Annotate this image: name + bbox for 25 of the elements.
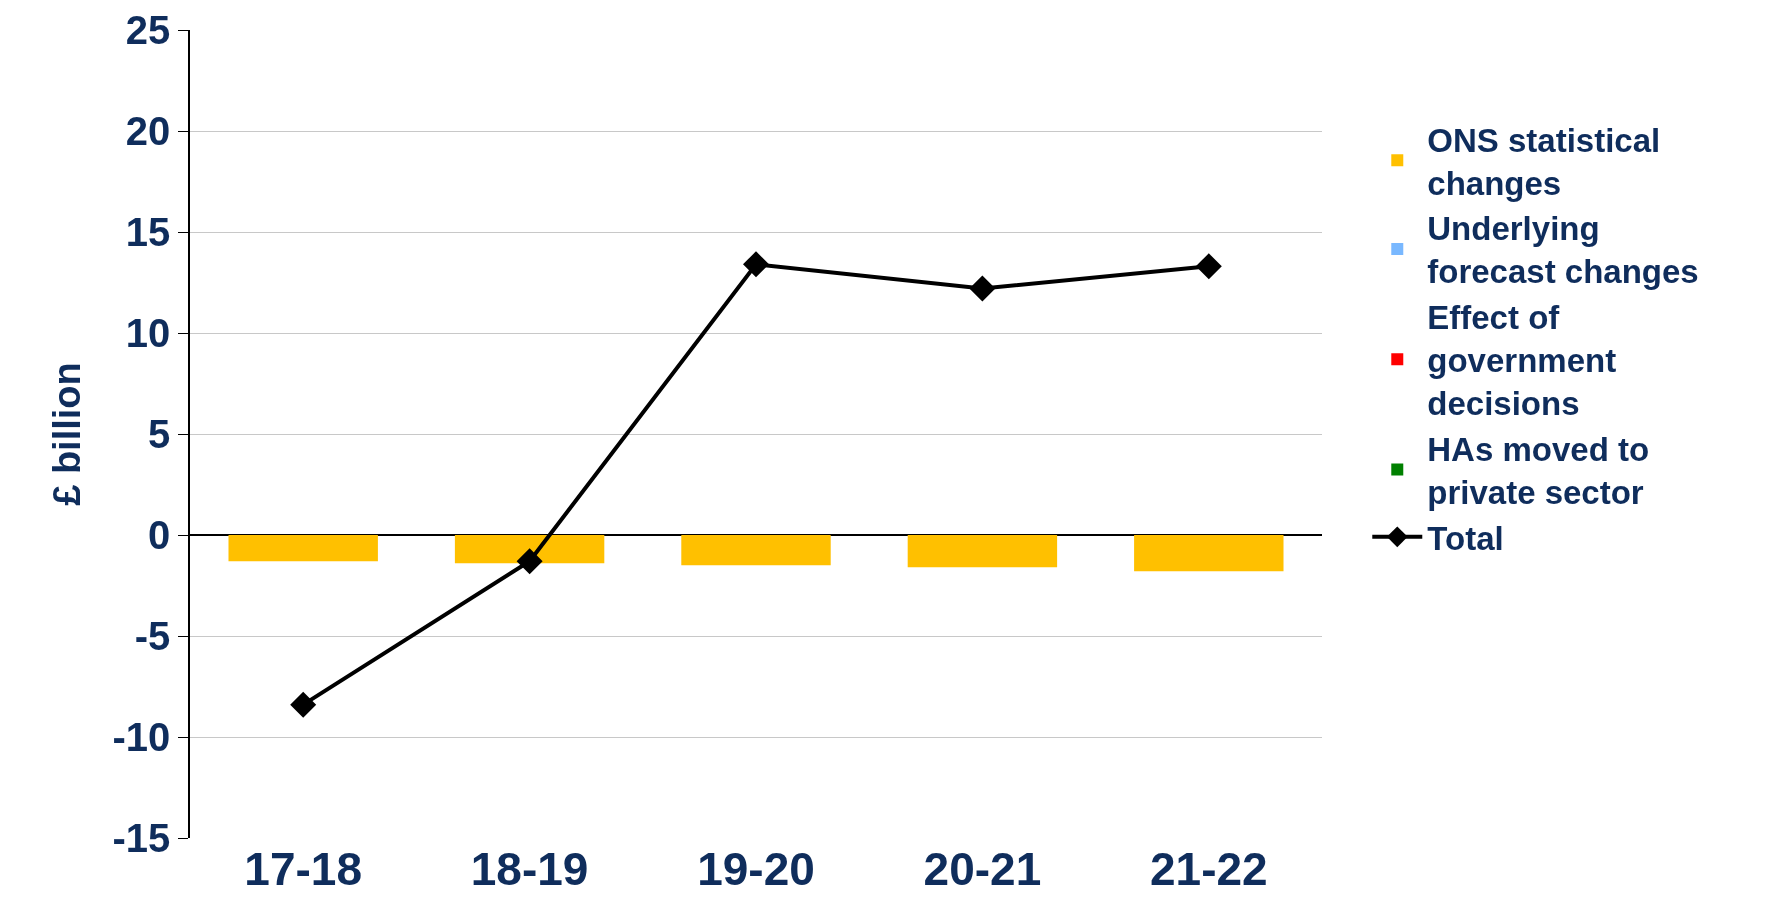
legend-label: Total [1427, 519, 1504, 557]
x-tick-label: 20-21 [923, 843, 1042, 895]
y-tick-label: 25 [125, 8, 171, 52]
legend-label: ONS statistical changes [1427, 121, 1661, 202]
x-tick-label: 21-22 [1149, 843, 1268, 895]
y-tick-label: 5 [148, 412, 171, 456]
point [743, 251, 769, 278]
legend-label: HAs moved to private sector [1427, 430, 1650, 511]
point [1195, 253, 1222, 280]
y-tick-label: 15 [125, 210, 171, 254]
legend-label: Underlying forecast changes [1427, 210, 1699, 291]
y-tick-label: -5 [134, 614, 171, 658]
y-tick-label: 20 [125, 109, 171, 153]
x-tick-label: 17-18 [244, 843, 363, 895]
x-tick-label: 19-20 [697, 843, 815, 895]
y-tick-label: 10 [125, 311, 171, 355]
legend-label: Effect of government decisions [1427, 299, 1617, 423]
y-axis-title: £ billion [46, 362, 89, 506]
x-tick-label: 18-19 [470, 843, 589, 895]
point [290, 691, 317, 718]
y-tick-label: -10 [112, 715, 171, 759]
y-tick-label: -15 [112, 816, 171, 860]
y-tick-label: 0 [148, 513, 171, 557]
point [516, 548, 543, 575]
point [969, 275, 996, 302]
